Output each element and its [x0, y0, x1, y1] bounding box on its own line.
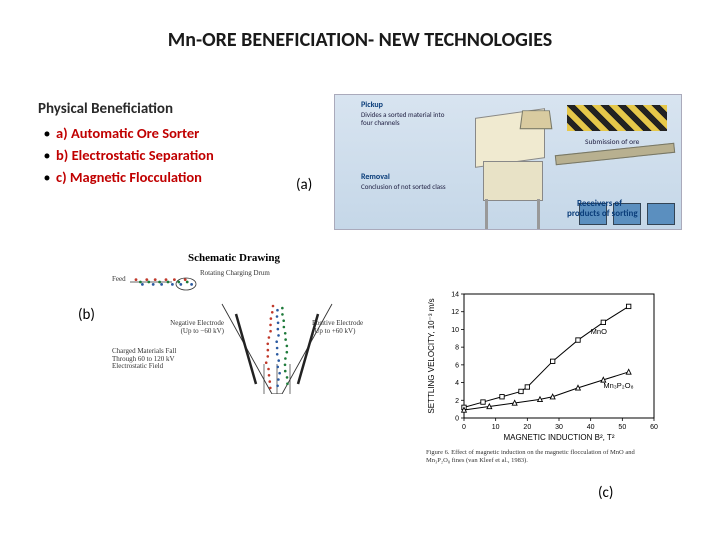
chart-caption: Figure 6. Effect of magnetic induction o… — [426, 449, 656, 464]
hazard-strip — [567, 105, 667, 131]
svg-text:14: 14 — [451, 292, 459, 299]
svg-text:0: 0 — [455, 416, 459, 423]
svg-text:50: 50 — [618, 424, 626, 431]
bullet-dot: • — [38, 124, 56, 142]
bullet-dot: • — [38, 146, 56, 164]
annotation-pickup: Pickup — [361, 101, 383, 110]
figure-b-schematic: Schematic Drawing Feed Rotating Charging… — [112, 252, 382, 396]
svg-text:10: 10 — [451, 327, 459, 334]
annotation-pickup-sub: Divides a sorted material into four chan… — [361, 111, 451, 126]
section-heading: Physical Beneficiation — [38, 100, 318, 118]
svg-text:60: 60 — [650, 424, 658, 431]
slide-title: Mn-ORE BENEFICIATION- NEW TECHNOLOGIES — [0, 0, 720, 52]
figure-c-chart: 0 10 20 30 40 50 60 0 2 4 6 8 10 12 14 MAGNETIC INDUCTI… — [422, 286, 664, 464]
bullet-text: c) Magnetic Flocculation — [56, 168, 202, 186]
text-content: Physical Beneficiation • a) Automatic Or… — [38, 100, 318, 190]
bullet-dot: • — [38, 168, 56, 186]
svg-text:6: 6 — [455, 362, 459, 369]
svg-text:30: 30 — [555, 424, 563, 431]
svg-text:0: 0 — [462, 424, 466, 431]
annotation-removal-sub: Conclusion of not sorted class — [361, 183, 446, 191]
svg-text:20: 20 — [523, 424, 531, 431]
annotation-receivers: products of sorting — [567, 209, 638, 219]
chart-svg: 0 10 20 30 40 50 60 0 2 4 6 8 10 12 14 MAGNETIC INDUCTI… — [422, 286, 664, 444]
figure-label-a: (a) — [296, 176, 312, 194]
bullet-text: b) Electrostatic Separation — [56, 146, 214, 164]
figure-label-c: (c) — [598, 484, 613, 502]
figure-label-b: (b) — [78, 306, 95, 324]
bullet-item: • a) Automatic Ore Sorter — [38, 124, 318, 142]
svg-text:2: 2 — [455, 398, 459, 405]
schematic-title: Schematic Drawing — [188, 252, 280, 264]
svg-text:MAGNETIC INDUCTION B², T²: MAGNETIC INDUCTION B², T² — [504, 433, 615, 442]
svg-text:12: 12 — [451, 309, 459, 316]
svg-text:4: 4 — [455, 380, 459, 387]
svg-text:Mn₃P₂O₈: Mn₃P₂O₈ — [603, 381, 633, 390]
figure-a-ore-sorter: Pickup Divides a sorted material into fo… — [334, 94, 682, 230]
bullet-text: a) Automatic Ore Sorter — [56, 124, 199, 142]
annotation-submission: Submission of ore — [585, 139, 639, 147]
svg-text:SETTLING VELOCITY, 10⁻³ m/s: SETTLING VELOCITY, 10⁻³ m/s — [427, 298, 436, 413]
svg-text:40: 40 — [587, 424, 595, 431]
product-bin — [647, 203, 675, 225]
svg-text:10: 10 — [492, 424, 500, 431]
svg-text:8: 8 — [455, 345, 459, 352]
svg-text:MnO: MnO — [591, 327, 607, 336]
annotation-removal: Removal — [361, 173, 390, 182]
bullet-item: • c) Magnetic Flocculation — [38, 168, 318, 186]
schematic-svg — [112, 264, 382, 394]
sorter-machine — [465, 113, 565, 213]
bullet-item: • b) Electrostatic Separation — [38, 146, 318, 164]
